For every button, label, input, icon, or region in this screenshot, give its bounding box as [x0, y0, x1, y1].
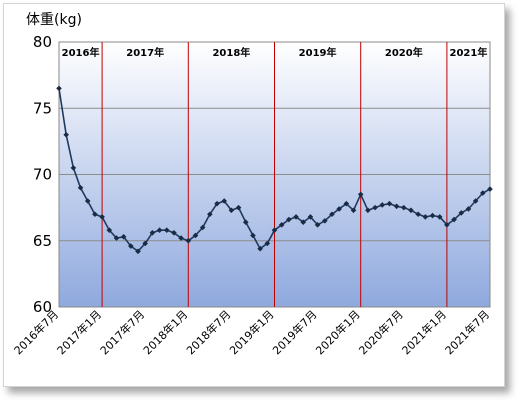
data-point	[444, 222, 450, 228]
data-point	[207, 211, 213, 218]
data-point	[401, 204, 407, 211]
data-point	[429, 212, 436, 219]
data-point	[329, 211, 335, 218]
data-point	[343, 200, 350, 207]
data-point	[199, 224, 206, 231]
year-labels: 2016年 2017年 2018年 2019年 2020年 2021年	[62, 46, 488, 59]
data-point	[472, 198, 479, 204]
x-tick-label: 2020年7月	[356, 307, 406, 357]
y-axis-label: 体重(kg)	[26, 12, 82, 28]
data-point	[271, 227, 278, 233]
y-tick-label: 80	[33, 33, 52, 51]
data-point	[278, 222, 285, 228]
data-point	[393, 203, 400, 210]
data-point	[156, 227, 163, 233]
x-tick-label: 2021年1月	[399, 307, 449, 357]
data-point	[178, 235, 184, 241]
data-point	[228, 207, 235, 214]
data-point	[480, 190, 486, 196]
data-point	[422, 214, 429, 220]
data-point	[300, 219, 307, 225]
data-point	[293, 214, 299, 220]
data-point	[264, 240, 271, 247]
y-tick-labels: 60 65 70 75 80	[33, 33, 52, 316]
x-tick-label: 2019年7月	[270, 307, 320, 357]
data-point	[171, 230, 177, 236]
data-point	[336, 206, 342, 212]
year-boundaries	[101, 42, 448, 307]
x-tick-label: 2017年1月	[54, 307, 104, 357]
data-point	[142, 240, 148, 247]
y-tick-label: 60	[33, 298, 52, 316]
data-point	[185, 237, 192, 244]
data-point	[92, 211, 98, 218]
data-point	[436, 214, 443, 220]
x-tick-label: 2019年1月	[226, 307, 276, 357]
x-tick-label: 2018年1月	[140, 307, 190, 357]
data-point	[350, 207, 357, 214]
year-label: 2016年	[62, 46, 100, 59]
year-label: 2020年	[385, 46, 423, 59]
x-tick-label: 2020年1月	[313, 307, 363, 357]
data-point	[113, 235, 120, 241]
data-point	[70, 165, 77, 171]
data-point	[192, 232, 199, 239]
data-point	[379, 202, 386, 208]
data-point	[84, 198, 91, 204]
data-point	[242, 219, 249, 225]
data-point	[372, 204, 378, 211]
data-point	[120, 233, 127, 240]
data-point	[257, 245, 263, 252]
data-point	[408, 207, 414, 214]
data-point	[149, 230, 156, 236]
data-point	[307, 214, 314, 220]
data-point	[365, 207, 371, 214]
y-tick-label: 65	[33, 232, 52, 250]
data-point	[250, 232, 256, 239]
x-tick-label: 2021年7月	[442, 307, 492, 357]
data-point	[135, 248, 141, 255]
x-tick-labels: 2016年7月2017年1月2017年7月2018年1月2018年7月2019年…	[11, 307, 492, 357]
data-point	[106, 227, 113, 233]
weight-series	[56, 85, 493, 255]
data-point	[465, 206, 472, 212]
data-point	[314, 222, 321, 228]
data-point	[77, 184, 84, 191]
data-point	[163, 227, 170, 233]
data-point	[99, 214, 105, 220]
year-label: 2019年	[299, 46, 337, 59]
x-tick-label: 2018年7月	[183, 307, 233, 357]
data-point	[128, 243, 134, 249]
data-point	[214, 200, 220, 207]
data-point	[63, 131, 69, 138]
data-point	[286, 216, 292, 223]
data-point	[235, 204, 242, 211]
year-label: 2021年	[450, 46, 488, 59]
data-point	[386, 200, 393, 207]
x-tick-label: 2017年7月	[97, 307, 147, 357]
year-label: 2018年	[212, 46, 250, 59]
data-point	[221, 198, 228, 204]
data-point	[451, 216, 457, 223]
data-point	[56, 85, 62, 92]
data-point	[321, 218, 328, 224]
data-point	[415, 211, 421, 218]
data-point	[458, 210, 465, 216]
data-point	[487, 186, 493, 192]
y-tick-label: 70	[33, 166, 52, 184]
y-tick-label: 75	[33, 99, 52, 117]
data-point	[357, 191, 364, 198]
year-label: 2017年	[126, 46, 164, 59]
